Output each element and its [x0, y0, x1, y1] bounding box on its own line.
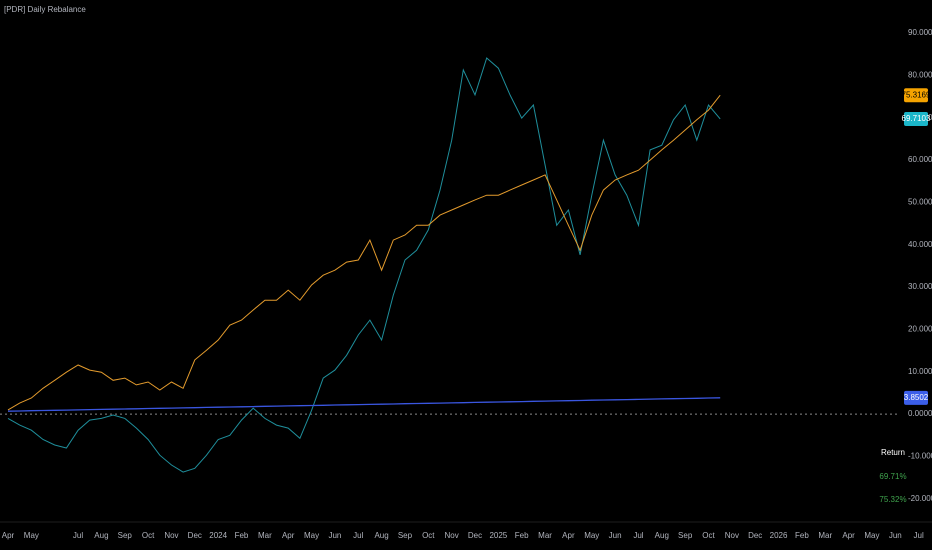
x-tick-label: Nov — [445, 531, 459, 540]
x-tick-label: Dec — [468, 531, 482, 540]
x-tick-label: Aug — [374, 531, 388, 540]
price-badge — [904, 88, 928, 103]
x-tick-label: Apr — [282, 531, 295, 540]
y-tick-label: -20.0000 — [908, 494, 932, 503]
x-tick-label: Aug — [94, 531, 108, 540]
x-tick-label: Jun — [328, 531, 341, 540]
price-badge — [904, 390, 928, 405]
x-tick-label: 2026 — [770, 531, 788, 540]
price-badge — [904, 111, 928, 126]
y-tick-label: 80.0000 — [908, 70, 932, 79]
x-tick-label: Oct — [422, 531, 435, 540]
x-tick-label: Apr — [562, 531, 575, 540]
x-tick-label: May — [864, 531, 879, 540]
x-tick-label: Nov — [725, 531, 739, 540]
chart-title: [PDR] Daily Rebalance — [4, 5, 86, 14]
x-tick-label: Mar — [258, 531, 272, 540]
series-line — [7, 94, 721, 411]
y-tick-label: -10.0000 — [908, 452, 932, 461]
x-tick-label: 2024 — [209, 531, 227, 540]
x-tick-label: Feb — [795, 531, 809, 540]
x-tick-label: Sep — [678, 531, 693, 540]
y-tick-label: 30.0000 — [908, 282, 932, 291]
y-tick-label: 50.0000 — [908, 198, 932, 207]
y-tick-label: 10.0000 — [908, 367, 932, 376]
x-tick-label: Oct — [142, 531, 155, 540]
table-cell: 69.71% — [879, 472, 906, 481]
x-tick-label: May — [584, 531, 599, 540]
x-tick-label: Jul — [914, 531, 924, 540]
x-tick-label: May — [24, 531, 39, 540]
x-tick-label: Dec — [748, 531, 762, 540]
x-tick-label: Sep — [398, 531, 413, 540]
x-tick-label: Jun — [889, 531, 902, 540]
table-cell: 75.32% — [879, 495, 906, 504]
x-tick-label: Jul — [353, 531, 363, 540]
x-tick-label: Mar — [818, 531, 832, 540]
x-tick-label: May — [304, 531, 319, 540]
x-tick-label: Jun — [609, 531, 622, 540]
price-badge-label: 75.3169 — [902, 90, 931, 99]
series-line — [7, 57, 721, 473]
x-tick-label: Oct — [702, 531, 715, 540]
x-tick-label: 2025 — [489, 531, 507, 540]
y-tick-label: 20.0000 — [908, 325, 932, 334]
series-line — [7, 397, 721, 412]
y-tick-label: 90.0000 — [908, 28, 932, 37]
price-badge-label: 3.8502 — [904, 393, 929, 402]
x-tick-label: Nov — [164, 531, 178, 540]
x-tick-label: Jul — [633, 531, 643, 540]
y-tick-label: 0.0000 — [908, 409, 932, 418]
x-tick-label: Apr — [842, 531, 855, 540]
x-tick-label: Aug — [655, 531, 669, 540]
x-tick-label: Jul — [73, 531, 83, 540]
table-header: Return — [881, 448, 905, 457]
x-tick-label: Sep — [118, 531, 133, 540]
x-tick-label: Mar — [538, 531, 552, 540]
x-tick-label: Feb — [235, 531, 249, 540]
x-tick-label: Dec — [188, 531, 202, 540]
price-badge-label: 69.7103 — [902, 114, 931, 123]
x-tick-label: Apr — [2, 531, 15, 540]
x-tick-label: Feb — [515, 531, 529, 540]
y-tick-label: 40.0000 — [908, 240, 932, 249]
y-tick-label: 60.0000 — [908, 155, 932, 164]
